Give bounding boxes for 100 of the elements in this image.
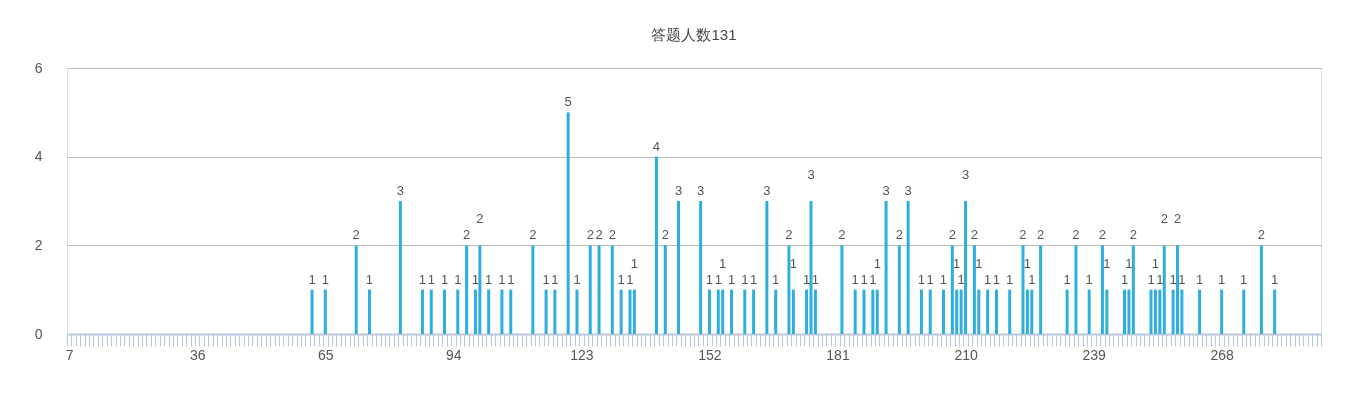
bar (1220, 289, 1224, 334)
data-label: 1 (1271, 271, 1279, 287)
data-label: 1 (851, 271, 859, 287)
bar (1162, 245, 1166, 334)
y-tick-label: 0 (34, 325, 43, 342)
bar (1123, 289, 1127, 334)
x-tick-label: 36 (189, 346, 206, 363)
bar (465, 245, 469, 334)
data-label: 1 (984, 271, 992, 287)
data-label: 2 (586, 227, 594, 243)
bar (619, 289, 623, 334)
bar (1153, 289, 1157, 334)
data-label: 1 (741, 271, 749, 287)
data-label: 1 (440, 271, 449, 287)
bar (487, 289, 491, 334)
bar (597, 245, 601, 334)
data-label: 5 (564, 94, 572, 110)
data-label: 2 (970, 227, 978, 243)
bar (1039, 245, 1043, 334)
data-label: 1 (498, 271, 506, 287)
data-label: 1 (1147, 271, 1155, 287)
data-label: 2 (1098, 227, 1107, 243)
bar (575, 289, 579, 334)
data-label: 2 (1072, 227, 1080, 243)
bar (1100, 245, 1104, 334)
bar (610, 245, 614, 334)
bar (310, 289, 314, 334)
data-label: 1 (992, 271, 1001, 287)
data-label: 1 (714, 271, 722, 287)
data-label: 2 (838, 227, 846, 243)
bar (805, 289, 809, 334)
bar (509, 289, 513, 334)
bar (791, 289, 795, 334)
bar (721, 289, 725, 334)
data-label: 2 (529, 227, 537, 243)
data-label: 2 (1129, 227, 1137, 243)
y-tick-label: 6 (34, 59, 43, 76)
data-label: 2 (661, 227, 669, 243)
data-label: 1 (485, 271, 493, 287)
data-label: 1 (1085, 271, 1093, 287)
bar (553, 289, 557, 334)
x-tick-label: 123 (570, 346, 594, 363)
bar (1131, 245, 1135, 334)
bar (1149, 289, 1153, 334)
data-label: 1 (727, 271, 736, 287)
data-label: 1 (630, 255, 639, 271)
bar (1074, 245, 1078, 334)
data-label: 1 (939, 271, 948, 287)
bar (632, 289, 636, 334)
data-label: 3 (763, 183, 771, 198)
bar (972, 245, 976, 334)
bar (707, 289, 711, 334)
data-label: 1 (1218, 271, 1226, 287)
data-label: 3 (396, 183, 404, 198)
data-label: 1 (975, 255, 983, 271)
data-label: 2 (785, 227, 793, 243)
bar (853, 289, 857, 334)
y-tick-label: 2 (34, 236, 43, 253)
bar (1242, 289, 1246, 334)
data-label: 1 (1195, 271, 1204, 287)
data-label: 3 (807, 167, 815, 182)
data-label: 1 (1120, 271, 1129, 287)
data-label: 1 (573, 271, 581, 287)
bar (1030, 289, 1034, 334)
data-label: 2 (1037, 227, 1045, 243)
bar (994, 289, 998, 334)
x-tick-label: 65 (318, 346, 334, 363)
data-label: 1 (542, 271, 550, 287)
bar (654, 156, 658, 334)
bar (1259, 245, 1263, 334)
data-label: 1 (365, 271, 374, 287)
bar (1127, 289, 1131, 334)
data-label: 2 (895, 227, 903, 243)
bar (774, 289, 778, 334)
bar (478, 245, 482, 334)
bar (1065, 289, 1069, 334)
data-label: 1 (873, 255, 881, 271)
bar (809, 201, 813, 334)
bar (566, 112, 570, 334)
bar (677, 201, 681, 334)
bar (628, 289, 632, 334)
x-tick-label: 152 (698, 346, 722, 363)
bar (699, 201, 703, 334)
bar (1087, 289, 1091, 334)
data-label: 1 (418, 271, 427, 287)
data-label: 2 (1160, 211, 1168, 227)
data-label: 1 (321, 271, 329, 287)
data-label: 1 (1169, 271, 1177, 287)
x-tick-label: 210 (954, 346, 978, 363)
data-label: 1 (507, 271, 515, 287)
bar (1008, 289, 1012, 334)
data-label: 1 (427, 271, 435, 287)
chart-title: 答题人数131 (651, 26, 737, 43)
data-label: 1 (719, 255, 727, 271)
bar (1021, 245, 1025, 334)
data-label: 2 (352, 227, 360, 243)
data-label: 1 (1028, 271, 1036, 287)
bar (456, 289, 460, 334)
data-label: 1 (308, 271, 316, 287)
bar (928, 289, 932, 334)
